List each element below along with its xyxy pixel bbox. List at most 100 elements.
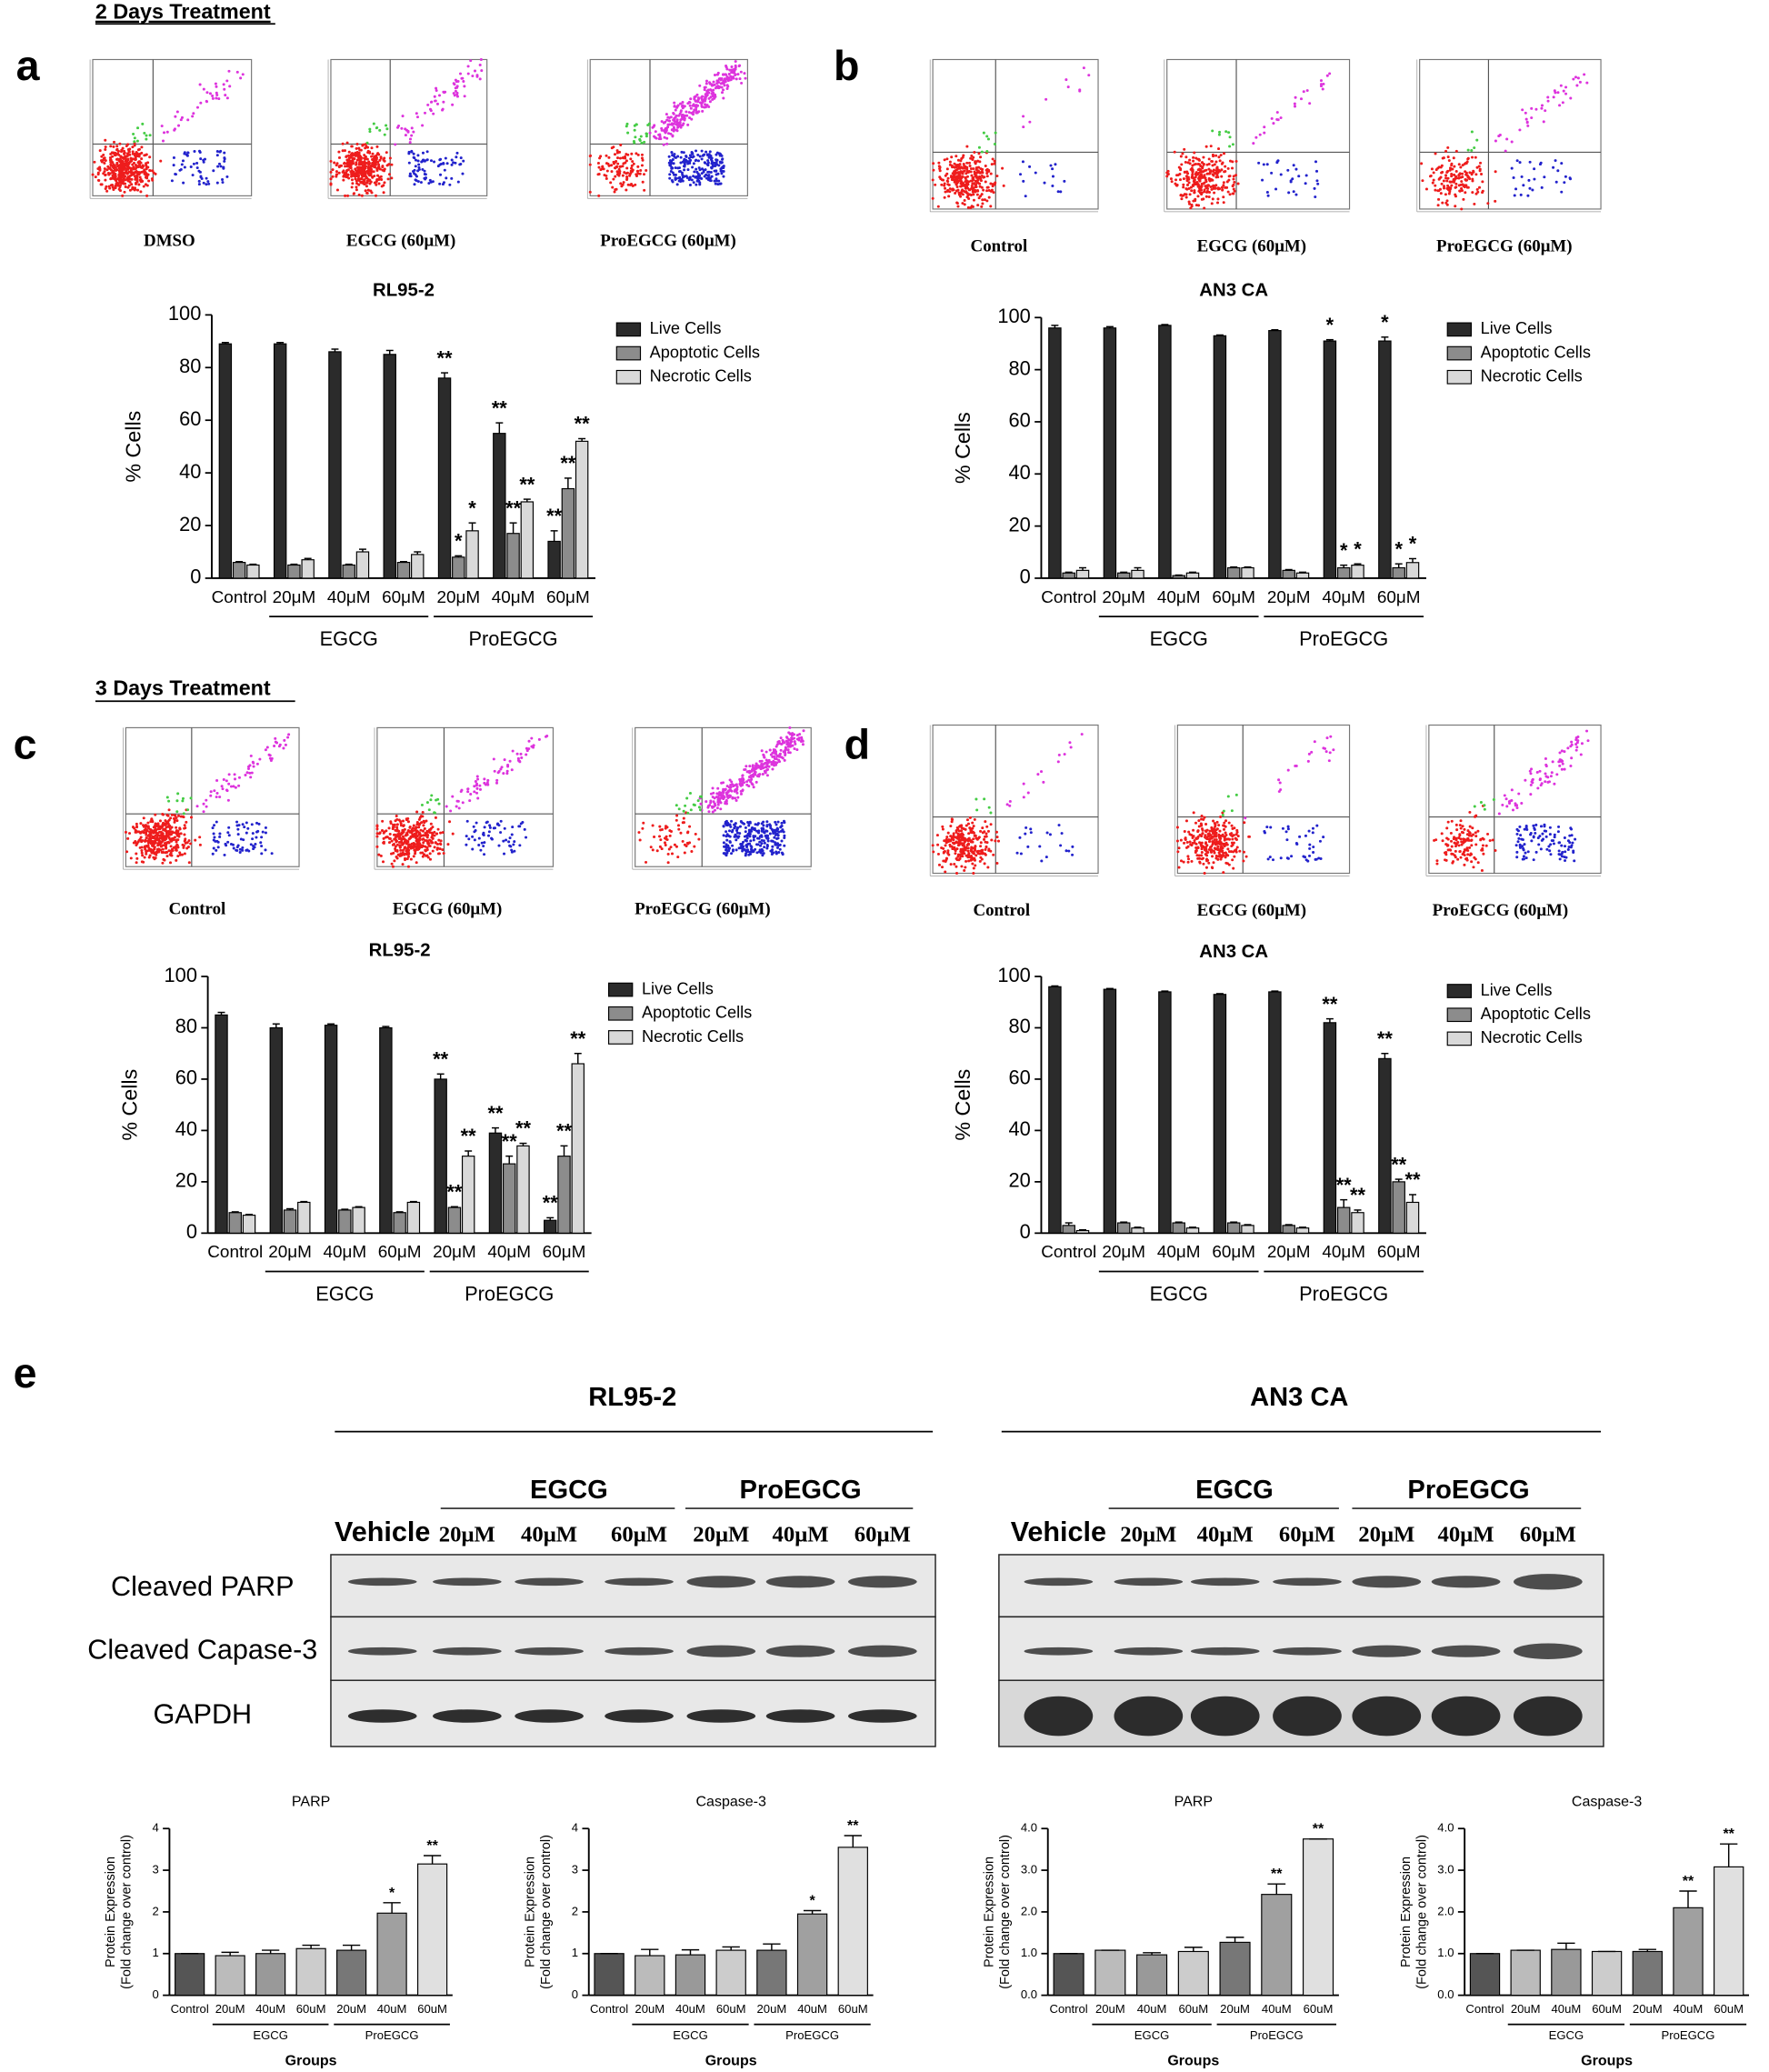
- flow-events: [588, 144, 648, 197]
- significance-label: *: [809, 1894, 815, 1909]
- bar: [1261, 1894, 1293, 1997]
- bar: [516, 1145, 530, 1234]
- flow-events: [365, 122, 389, 145]
- blot-strip: [330, 1554, 936, 1618]
- flow-events: [1175, 811, 1251, 875]
- bar: [1048, 327, 1062, 579]
- bar: [1158, 991, 1172, 1234]
- bar: [1323, 1022, 1337, 1234]
- x-tick-label: 20μM: [433, 1243, 476, 1262]
- x-tick-label: 20μM: [268, 1243, 312, 1262]
- bar: [1405, 562, 1420, 579]
- lane-label: 60μM: [1520, 1522, 1576, 1546]
- blot-band: [515, 1709, 584, 1723]
- legend-label: Necrotic Cells: [1481, 367, 1583, 385]
- y-tick-label: 0.0: [1437, 1987, 1454, 2001]
- bar: [396, 562, 411, 579]
- group-label: ProEGCG: [1299, 627, 1388, 650]
- y-tick-label: 0: [1020, 1220, 1031, 1243]
- x-tick-label: 40uM: [255, 2002, 285, 2016]
- x-tick-label: 60μM: [378, 1243, 422, 1262]
- flow-events: [974, 797, 993, 815]
- group-label: EGCG: [320, 627, 378, 650]
- significance-label: **: [847, 1818, 859, 1834]
- bar: [379, 1026, 393, 1234]
- x-tick-label: 20uM: [1220, 2002, 1250, 2016]
- bar: [328, 351, 342, 579]
- blot-band: [1352, 1696, 1422, 1737]
- x-tick-label: 20uM: [336, 2002, 366, 2016]
- bar: [506, 533, 520, 579]
- panel-letter: c: [14, 721, 37, 768]
- y-tick-label: 2.0: [1021, 1904, 1037, 1917]
- blot-band: [686, 1645, 756, 1657]
- significance-label: **: [433, 1048, 448, 1071]
- flow-plot-frame: [92, 58, 253, 196]
- chart-title: PARP: [1174, 1794, 1213, 1809]
- group-label: EGCG: [1134, 2028, 1170, 2042]
- bar: [1226, 1222, 1241, 1234]
- blot-band: [347, 1577, 417, 1587]
- chart-title: Caspase-3: [695, 1794, 765, 1809]
- x-tick-label: 20μM: [1102, 588, 1145, 607]
- blot-band: [1024, 1647, 1094, 1656]
- blot-band: [1190, 1647, 1260, 1656]
- y-axis-label: (Fold change over control): [539, 1835, 554, 1989]
- significance-label: *: [1354, 537, 1362, 560]
- flow-events: [1514, 823, 1577, 863]
- y-tick-label: 3: [152, 1863, 158, 1877]
- x-tick-label: 20μM: [1102, 1243, 1145, 1262]
- bar: [1241, 1225, 1254, 1234]
- bar: [547, 540, 561, 579]
- flow-events: [722, 819, 786, 857]
- blot-band: [1513, 1696, 1583, 1737]
- legend-swatch: [1446, 1031, 1473, 1046]
- bar: [1185, 1227, 1200, 1234]
- blot-band: [433, 1577, 502, 1587]
- bar: [269, 1026, 284, 1234]
- legend-swatch: [1446, 1007, 1473, 1023]
- blot-band: [1114, 1577, 1184, 1587]
- blot-row-label: GAPDH: [153, 1699, 252, 1730]
- significance-label: *: [1381, 311, 1389, 334]
- bar: [1172, 1222, 1185, 1234]
- blot-band: [1513, 1643, 1583, 1659]
- blot-row-label: Cleaved Capase-3: [87, 1634, 317, 1665]
- significance-label: **: [1350, 1184, 1365, 1206]
- y-tick-label: 100: [165, 964, 197, 986]
- bar: [1048, 986, 1062, 1234]
- x-tick-label: 40μM: [492, 588, 535, 607]
- bar: [383, 354, 396, 579]
- x-tick-label: 40μM: [1322, 1243, 1365, 1262]
- x-tick-label: Control: [171, 2002, 209, 2016]
- significance-label: *: [1409, 533, 1417, 556]
- flow-events: [1252, 72, 1332, 145]
- significance-label: **: [560, 452, 575, 475]
- legend-swatch: [1446, 322, 1473, 337]
- x-tick-label: 40μM: [487, 1243, 531, 1262]
- x-axis-label: Groups: [705, 2054, 757, 2069]
- blot-band: [1114, 1647, 1184, 1656]
- x-tick-label: 40uM: [1674, 2002, 1704, 2016]
- y-tick-label: 40: [175, 1117, 197, 1140]
- x-tick-label: 60uM: [1178, 2002, 1208, 2016]
- y-axis-label: Protein Expression: [524, 1857, 538, 1967]
- lane-label: 20μM: [439, 1522, 495, 1546]
- legend-label: Live Cells: [1481, 319, 1553, 337]
- group-label: ProEGCG: [1250, 2028, 1304, 2042]
- flow-caption: EGCG (60μM): [1197, 236, 1306, 255]
- flow-events: [931, 145, 1005, 209]
- x-tick-label: 60μM: [546, 588, 590, 607]
- y-tick-label: 2: [572, 1904, 578, 1917]
- blot-band: [1114, 1696, 1184, 1737]
- significance-label: **: [1336, 1174, 1352, 1196]
- flow-events: [675, 791, 704, 815]
- legend-swatch: [607, 1030, 634, 1045]
- y-tick-label: 4: [152, 1821, 158, 1835]
- x-tick-label: 20uM: [1511, 2002, 1541, 2016]
- group-label: EGCG: [673, 2028, 708, 2042]
- flow-events: [329, 141, 394, 197]
- flow-events: [1263, 824, 1325, 863]
